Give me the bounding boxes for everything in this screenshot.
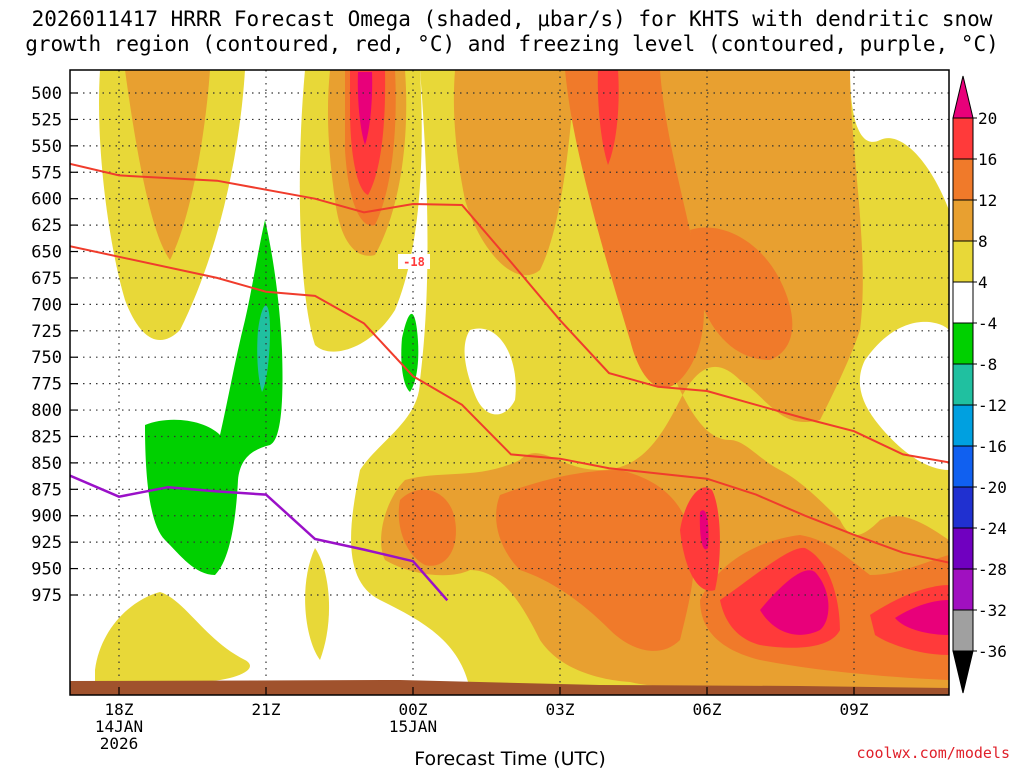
x-tick-label: 2026 (100, 734, 139, 753)
plot-frame (69, 69, 950, 696)
y-tick-label: 850 (31, 454, 62, 474)
x-axis-label: Forecast Time (UTC) (414, 748, 605, 768)
y-tick-label: 925 (31, 533, 62, 553)
y-tick-label: 750 (31, 348, 62, 368)
x-tick-label: 15JAN (389, 717, 437, 736)
omega-white-hole-2 (859, 321, 949, 470)
omega-region-neg4-neg8-small (401, 313, 419, 392)
colorbar-band (952, 404, 974, 447)
colorbar-top-tip (952, 75, 974, 119)
y-tick-label: 650 (31, 243, 62, 263)
omega-region-neg4-neg8-main (145, 220, 283, 575)
colorbar-band (952, 240, 974, 283)
colorbar-band (952, 568, 974, 611)
y-tick-label: 550 (31, 137, 62, 157)
y-tick-label: 725 (31, 322, 62, 342)
x-tick-label: 09Z (840, 700, 869, 719)
y-tick-label: 900 (31, 507, 62, 527)
colorbar-label: -20 (978, 478, 1007, 497)
colorbar-label: -4 (978, 314, 997, 333)
contour-label-minus18: -18 (403, 255, 425, 269)
colorbar-label: -36 (978, 642, 1007, 661)
y-tick-label: 950 (31, 560, 62, 580)
y-tick-label: 600 (31, 190, 62, 210)
colorbar-band (952, 158, 974, 201)
colorbar-label: -24 (978, 519, 1007, 538)
colorbar: 20 16 12 8 4 -4 -8 -12 -16 -20 -24 -28 -32 -36 (952, 75, 1007, 694)
omega-region-gt20-low (699, 510, 709, 550)
x-tick-label: 00Z (399, 700, 428, 719)
omega-region-16-20-column (597, 70, 619, 165)
omega-region-4-8-small (305, 548, 330, 660)
colorbar-band (952, 527, 974, 570)
omega-region-12-16-low-left (398, 489, 456, 566)
colorbar-band (952, 281, 974, 324)
colorbar-label: 20 (978, 109, 997, 128)
colorbar-band (952, 117, 974, 160)
contour-label-bg (398, 254, 430, 269)
omega-region-8-12-column (453, 70, 575, 276)
y-tick-label: 700 (31, 295, 62, 315)
colorbar-band (952, 486, 974, 529)
omega-region-8-12-west (125, 70, 210, 260)
dgz-contour-line (70, 245, 949, 564)
colorbar-band (952, 199, 974, 242)
y-axis: 500 525 550 575 600 625 650 675 700 725 750 775 800 8… (31, 84, 78, 606)
colorbar-label: 4 (978, 273, 988, 292)
colorbar-band (952, 445, 974, 488)
colorbar-band (952, 363, 974, 406)
colorbar-label: 12 (978, 191, 997, 210)
colorbar-label: -32 (978, 601, 1007, 620)
y-tick-label: 825 (31, 427, 62, 447)
x-tick-label: 14JAN (95, 717, 143, 736)
contours (70, 162, 949, 602)
omega-region-neg8-neg12 (257, 305, 270, 392)
omega-white-hole-4 (850, 70, 949, 210)
gridlines (70, 70, 949, 695)
y-tick-label: 975 (31, 586, 62, 606)
colorbar-label: -28 (978, 560, 1007, 579)
y-tick-label: 625 (31, 216, 62, 236)
colorbar-band (952, 322, 974, 365)
chart-title-line-2: growth region (contoured, red, °C) and f… (25, 32, 999, 56)
x-tick-label: 18Z (105, 700, 134, 719)
x-tick-label: 03Z (546, 700, 575, 719)
colorbar-label: 8 (978, 232, 988, 251)
colorbar-label: 16 (978, 150, 997, 169)
x-tick-label: 06Z (693, 700, 722, 719)
y-tick-label: 525 (31, 110, 62, 130)
y-tick-label: 575 (31, 163, 62, 183)
omega-region-12-16-mid (690, 227, 793, 360)
omega-region-4-8-low-west (95, 592, 250, 682)
credit-text: coolwx.com/models (856, 744, 1010, 762)
terrain-fill (70, 680, 949, 695)
omega-region-gt20-upper (357, 72, 373, 145)
colorbar-band (952, 609, 974, 652)
freezing-level-line (70, 474, 449, 602)
omega-region-gt20-east (760, 570, 829, 635)
y-tick-label: 675 (31, 269, 62, 289)
x-tick-label: 21Z (252, 700, 281, 719)
omega-region-gt20-far-east (895, 600, 949, 635)
omega-region-12-16-column (565, 70, 704, 388)
colorbar-bottom-tip (952, 650, 974, 694)
colorbar-label: -16 (978, 437, 1007, 456)
omega-white-hole-1 (464, 328, 516, 415)
colorbar-label: -8 (978, 355, 997, 374)
chart-title-line-1: 2026011417 HRRR Forecast Omega (shaded, … (31, 7, 993, 31)
y-tick-label: 800 (31, 401, 62, 421)
y-tick-label: 775 (31, 375, 62, 395)
omega-region-16-20-low (680, 487, 720, 591)
y-tick-label: 500 (31, 84, 62, 104)
y-tick-label: 875 (31, 480, 62, 500)
dgz-contour-line (70, 162, 949, 464)
colorbar-label: -12 (978, 396, 1007, 415)
omega-shading (95, 70, 949, 690)
